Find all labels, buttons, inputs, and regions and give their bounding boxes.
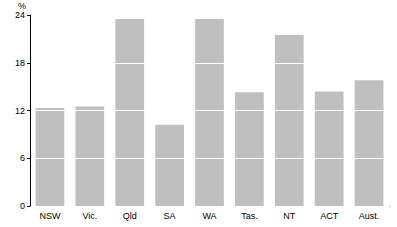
svg-text:Qld: Qld xyxy=(123,211,137,221)
svg-text:Vic.: Vic. xyxy=(82,211,97,221)
svg-text:Aust.: Aust. xyxy=(359,211,380,221)
svg-text:24: 24 xyxy=(15,10,25,20)
svg-text:NT: NT xyxy=(283,211,295,221)
svg-text:NSW: NSW xyxy=(39,211,61,221)
svg-text:ACT: ACT xyxy=(320,211,339,221)
svg-text:12: 12 xyxy=(15,106,25,116)
svg-text:0: 0 xyxy=(20,201,25,211)
svg-text:18: 18 xyxy=(15,58,25,68)
svg-text:SA: SA xyxy=(164,211,176,221)
svg-text:Tas.: Tas. xyxy=(241,211,258,221)
svg-text:6: 6 xyxy=(20,153,25,163)
svg-text:WA: WA xyxy=(202,211,216,221)
